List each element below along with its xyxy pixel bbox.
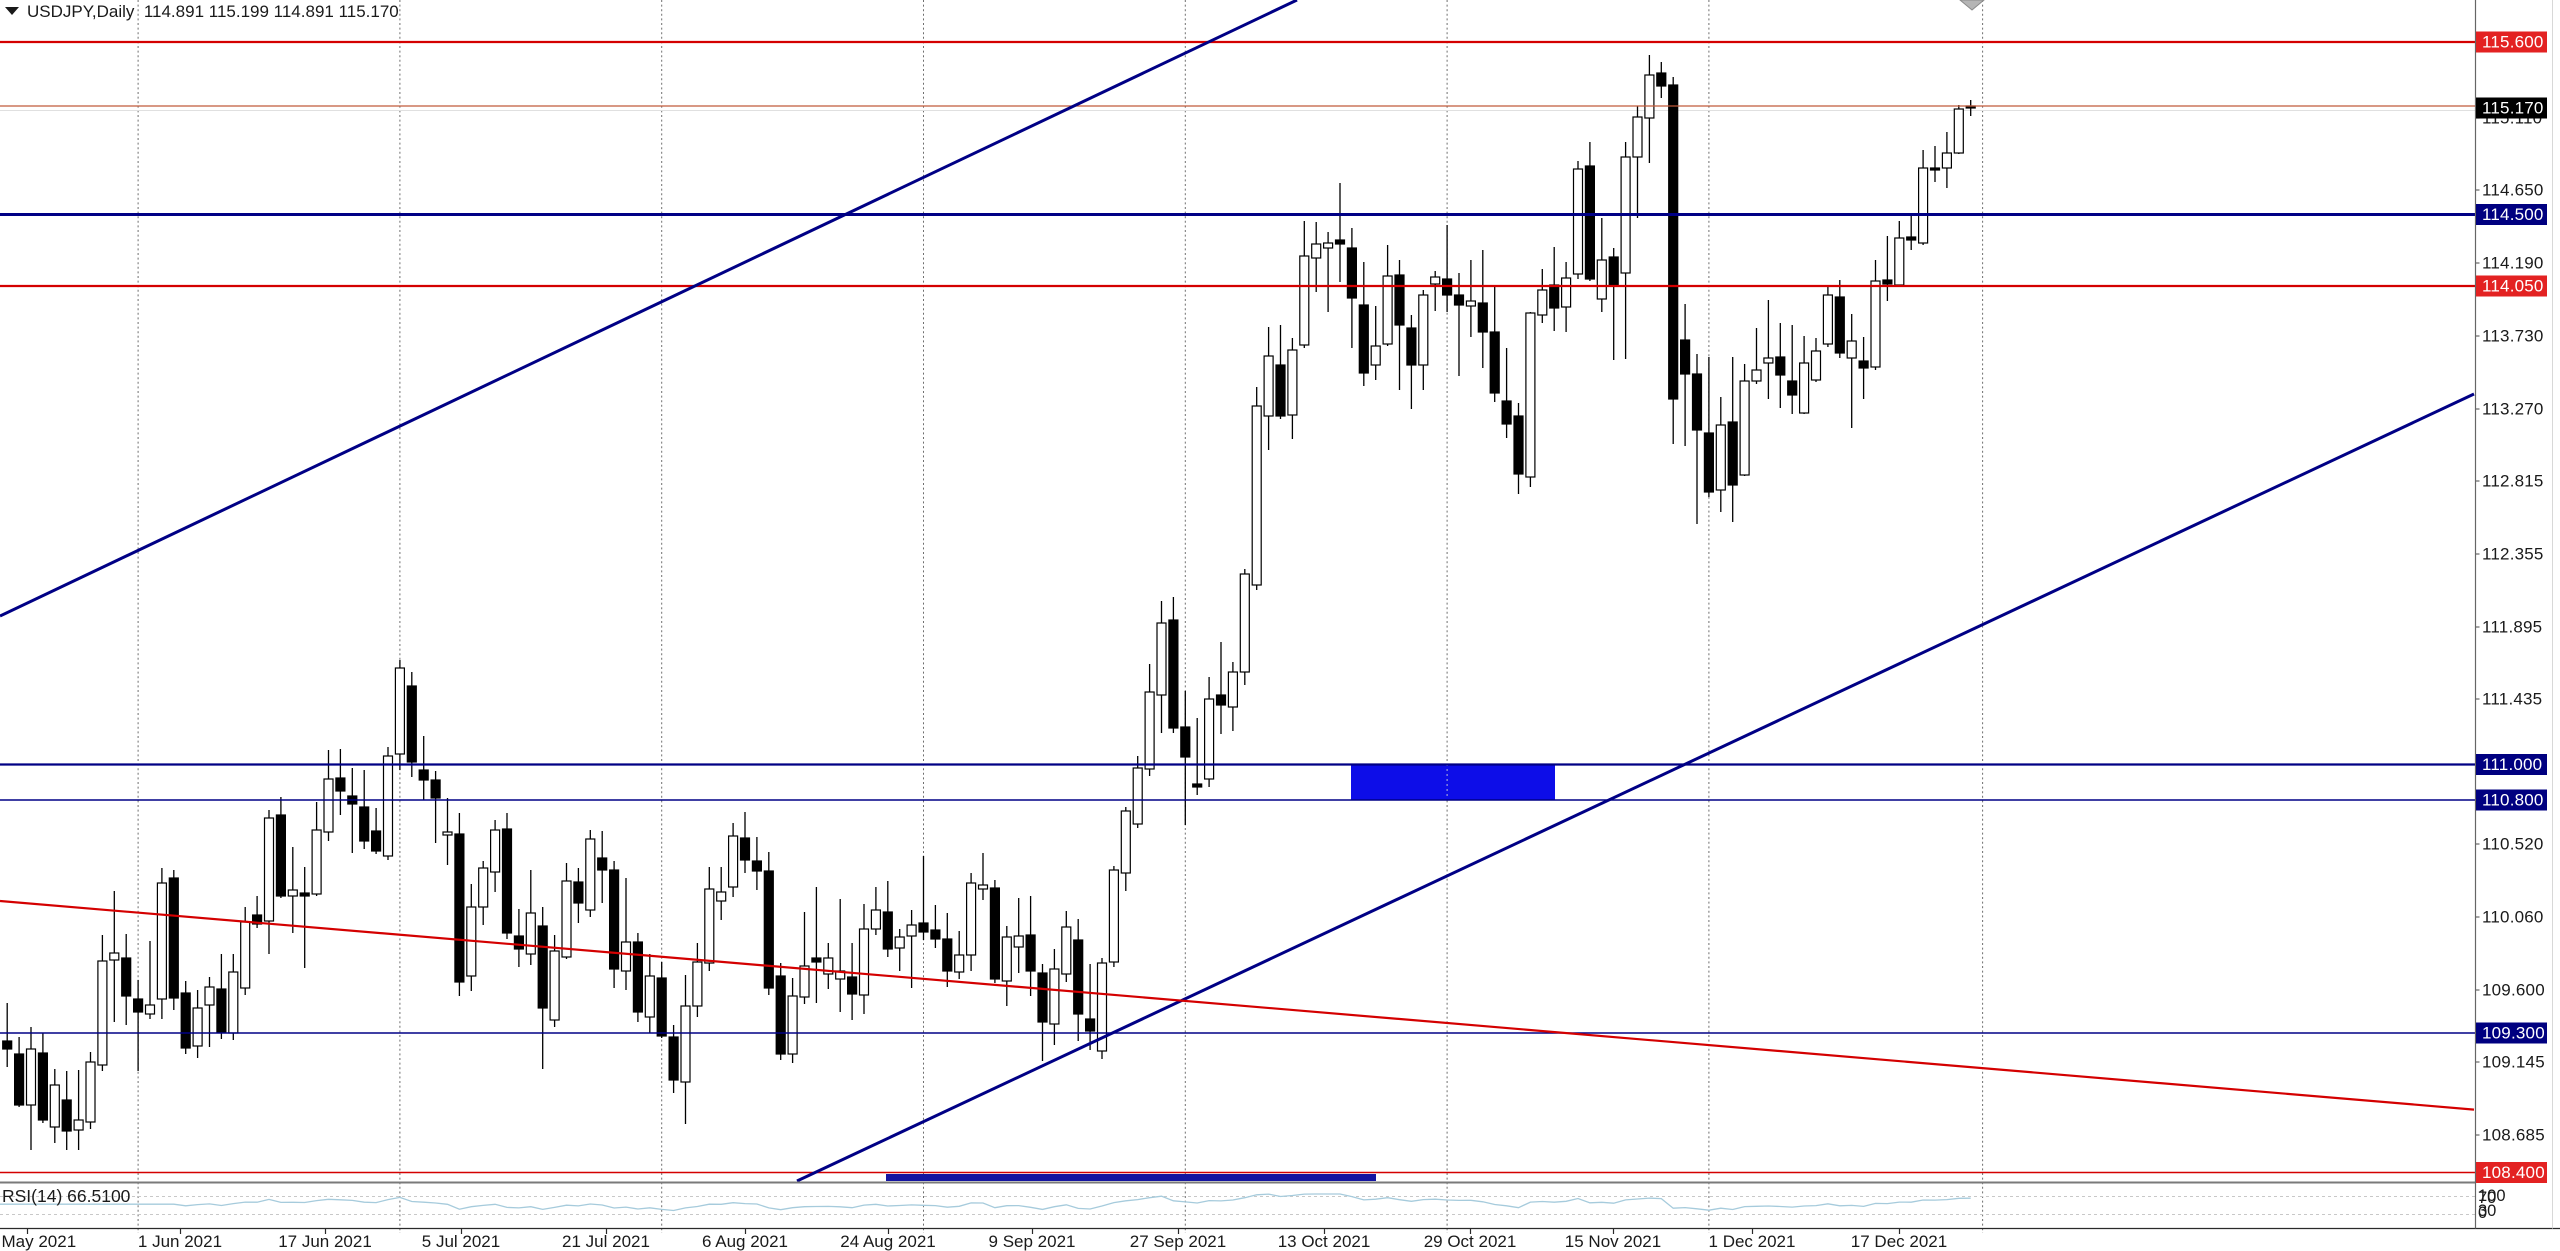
svg-text:70: 70	[2478, 1189, 2496, 1207]
svg-text:111.000: 111.000	[2482, 755, 2542, 774]
svg-text:100: 100	[2478, 1187, 2506, 1205]
svg-text:108.685: 108.685	[2482, 1126, 2545, 1145]
svg-text:17 Dec 2021: 17 Dec 2021	[1851, 1232, 1947, 1251]
svg-text:6 Aug 2021: 6 Aug 2021	[702, 1232, 788, 1251]
svg-text:RSI(14) 66.5100: RSI(14) 66.5100	[2, 1186, 131, 1206]
svg-text:109.600: 109.600	[2482, 981, 2545, 1000]
svg-text:114.050: 114.050	[2482, 277, 2544, 296]
svg-text:24 Aug 2021: 24 Aug 2021	[840, 1232, 935, 1251]
svg-text:111.435: 111.435	[2482, 690, 2542, 709]
svg-text:17 Jun 2021: 17 Jun 2021	[278, 1232, 372, 1251]
svg-text:1 Dec 2021: 1 Dec 2021	[1709, 1232, 1796, 1251]
svg-text:108.400: 108.400	[2482, 1163, 2545, 1182]
svg-text:9 Sep 2021: 9 Sep 2021	[989, 1232, 1076, 1251]
svg-text:111.895: 111.895	[2482, 618, 2542, 637]
svg-text:15 Nov 2021: 15 Nov 2021	[1565, 1232, 1661, 1251]
svg-text:USDJPY,Daily 114.891 115.199: USDJPY,Daily 114.891 115.199 114.891 115…	[27, 2, 399, 21]
svg-text:112.355: 112.355	[2482, 545, 2544, 564]
svg-text:14 May 2021: 14 May 2021	[0, 1232, 76, 1251]
svg-text:112.815: 112.815	[2482, 472, 2544, 491]
svg-text:109.145: 109.145	[2482, 1053, 2545, 1072]
svg-text:30: 30	[2478, 1202, 2496, 1220]
svg-text:115.600: 115.600	[2482, 33, 2544, 52]
svg-text:115.170: 115.170	[2482, 99, 2544, 118]
svg-text:114.500: 114.500	[2482, 205, 2544, 224]
svg-text:109.300: 109.300	[2482, 1024, 2545, 1043]
svg-text:110.520: 110.520	[2482, 835, 2544, 854]
svg-text:113.270: 113.270	[2482, 400, 2544, 419]
svg-text:1 Jun 2021: 1 Jun 2021	[138, 1232, 222, 1251]
svg-text:114.190: 114.190	[2482, 254, 2544, 273]
svg-text:21 Jul 2021: 21 Jul 2021	[562, 1232, 650, 1251]
svg-text:13 Oct 2021: 13 Oct 2021	[1278, 1232, 1371, 1251]
svg-text:110.800: 110.800	[2482, 791, 2544, 810]
svg-text:113.730: 113.730	[2482, 327, 2544, 346]
svg-text:27 Sep 2021: 27 Sep 2021	[1130, 1232, 1226, 1251]
svg-text:5 Jul 2021: 5 Jul 2021	[422, 1232, 500, 1251]
svg-text:0: 0	[2478, 1204, 2487, 1222]
svg-text:114.650: 114.650	[2482, 181, 2544, 200]
svg-text:29 Oct 2021: 29 Oct 2021	[1424, 1232, 1517, 1251]
svg-text:110.060: 110.060	[2482, 908, 2544, 927]
